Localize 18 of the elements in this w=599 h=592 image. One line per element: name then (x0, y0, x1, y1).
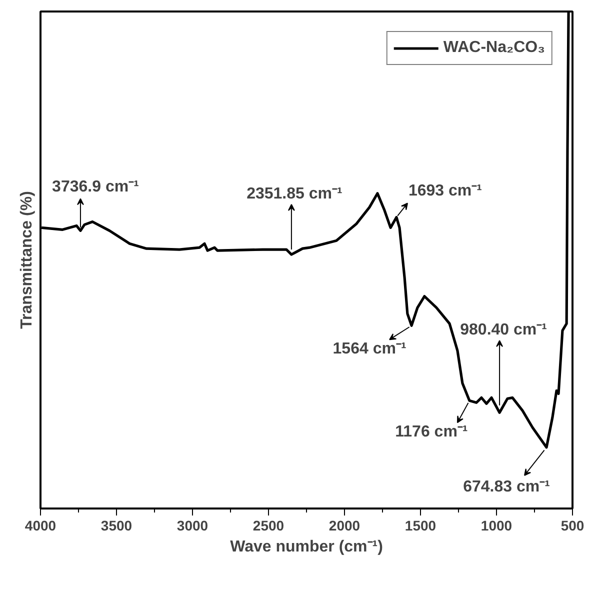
legend-label: WAC-Na₂CO₃ (443, 39, 545, 57)
x-axis-title: Wave number (cm⁻¹) (230, 538, 383, 556)
annotation: 2351.85 cm⁻¹ (246, 186, 342, 203)
annotation: 1176 cm⁻¹ (395, 424, 468, 441)
x-tick-label: 3500 (100, 518, 132, 534)
x-tick-label: 2000 (328, 518, 360, 534)
y-axis-title: Transmittance (%) (18, 191, 36, 329)
x-tick-label: 500 (560, 518, 584, 534)
annotation: 980.40 cm⁻¹ (460, 322, 547, 339)
x-tick-label: 1500 (404, 518, 436, 534)
annotation: 1693 cm⁻¹ (408, 182, 482, 200)
x-tick-label: 2500 (252, 518, 284, 534)
x-tick-label: 1000 (480, 518, 512, 534)
x-tick-label: 3000 (176, 518, 208, 534)
annotation: 3736.9 cm⁻¹ (52, 178, 139, 196)
annotation: 674.83 cm⁻¹ (463, 478, 550, 496)
annotation: 1564 cm⁻¹ (332, 340, 406, 358)
x-tick-label: 4000 (24, 518, 56, 534)
